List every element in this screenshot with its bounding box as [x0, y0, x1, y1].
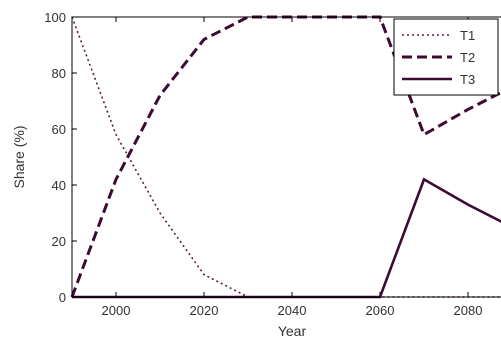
plot-frame [71, 16, 501, 298]
x-axis-label: Year [278, 323, 307, 339]
y-tick-label: 60 [52, 122, 66, 137]
y-tick-label: 20 [52, 234, 66, 249]
y-tick-label: 0 [59, 290, 66, 305]
x-tick-label: 2020 [190, 303, 219, 318]
x-tick-label: 2000 [102, 303, 131, 318]
legend-label-t3: T3 [460, 72, 475, 87]
x-tick-label: 2040 [278, 303, 307, 318]
y-tick-label: 80 [52, 66, 66, 81]
legend: T1 T2 T3 [393, 18, 499, 96]
legend-label-t1: T1 [460, 28, 475, 43]
series-line-t3 [72, 177, 501, 299]
y-axis-label: Share (%) [11, 125, 27, 188]
legend-label-t2: T2 [460, 50, 475, 65]
y-tick-label: 40 [52, 178, 66, 193]
x-tick-label: 2060 [366, 303, 395, 318]
y-tick-label: 100 [44, 10, 66, 25]
x-tick-label: 2080 [454, 303, 483, 318]
